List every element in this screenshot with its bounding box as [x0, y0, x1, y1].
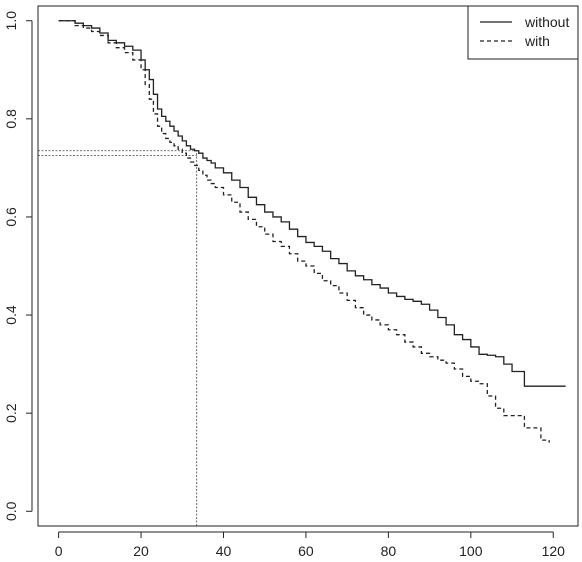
x-tick-label: 60 — [298, 543, 314, 559]
y-tick-label: 0.4 — [3, 305, 19, 325]
series-line-with — [58, 20, 550, 443]
x-tick-label: 20 — [133, 543, 149, 559]
y-tick-label: 0.8 — [3, 109, 19, 129]
x-tick-label: 80 — [381, 543, 397, 559]
reference-lines — [38, 150, 198, 526]
y-tick-label: 0.0 — [3, 501, 19, 521]
y-tick-label: 0.2 — [3, 403, 19, 423]
legend: without with — [467, 5, 579, 60]
series-line-without — [58, 20, 566, 387]
y-tick-label: 0.6 — [3, 207, 19, 227]
x-tick-label: 40 — [216, 543, 232, 559]
legend-label-without: without — [524, 14, 569, 30]
series-layer — [58, 20, 566, 443]
x-axis: 0 20 40 60 80 100 120 — [55, 531, 566, 559]
x-tick-label: 100 — [459, 543, 483, 559]
legend-box — [467, 5, 579, 60]
x-tick-label: 120 — [542, 543, 566, 559]
plot-area-frame — [37, 5, 579, 527]
y-axis: 0.0 0.2 0.4 0.6 0.8 1.0 — [3, 11, 33, 521]
y-tick-label: 1.0 — [3, 11, 19, 31]
legend-label-with: with — [524, 33, 550, 49]
x-tick-label: 0 — [55, 543, 63, 559]
